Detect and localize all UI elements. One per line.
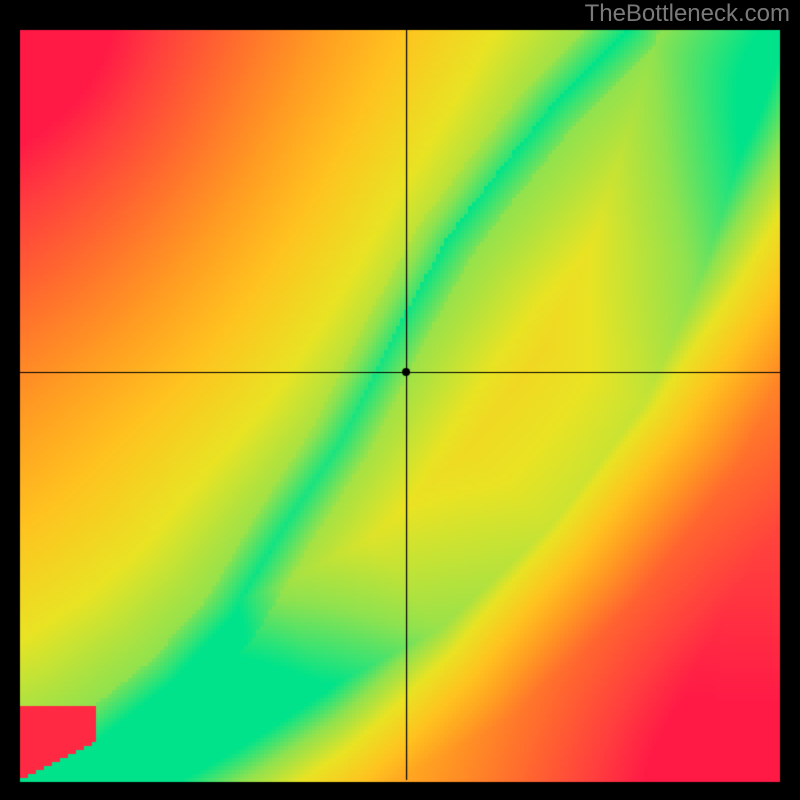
watermark-text: TheBottleneck.com — [585, 0, 790, 28]
heatmap-canvas — [0, 0, 800, 800]
chart-stage: TheBottleneck.com — [0, 0, 800, 800]
